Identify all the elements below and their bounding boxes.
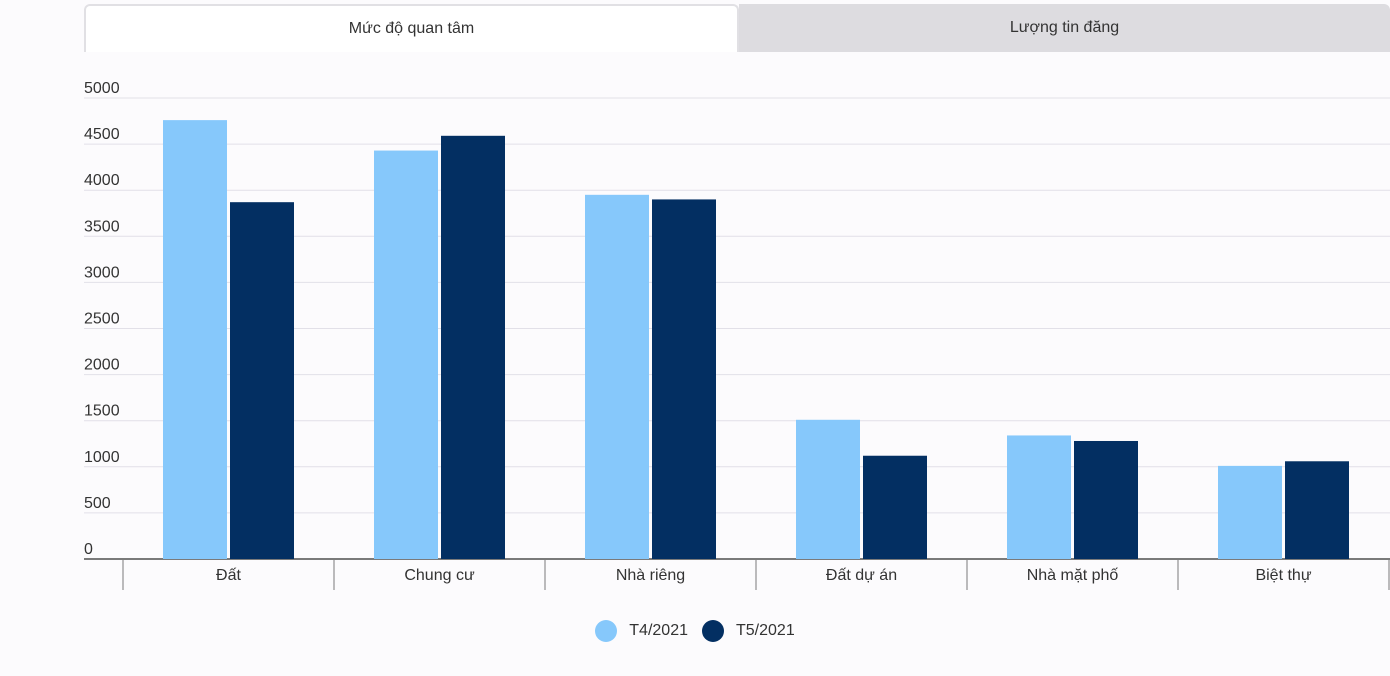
bar-t5 <box>441 135 505 559</box>
legend-label-t4: T4/2021 <box>629 622 688 639</box>
bar-t5 <box>230 202 294 559</box>
bar-t5 <box>1074 440 1138 559</box>
y-tick-label: 2500 <box>84 311 120 328</box>
chart-legend: T4/2021 T5/2021 <box>0 620 1390 642</box>
legend-swatch-t5 <box>702 620 724 642</box>
x-category-label: Nhà riêng <box>616 567 685 584</box>
bar-t5 <box>652 199 716 560</box>
x-category-label: Nhà mặt phố <box>1027 567 1119 584</box>
y-tick-label: 3500 <box>84 218 120 235</box>
y-tick-label: 3000 <box>84 264 120 281</box>
tab-bar: Mức độ quan tâm Lượng tin đăng <box>84 4 1390 52</box>
x-category-label: Chung cư <box>404 567 475 584</box>
y-tick-label: 1000 <box>84 449 120 466</box>
bar-t4 <box>585 194 649 559</box>
bar-t5 <box>1285 461 1349 559</box>
bar-t4 <box>1218 465 1282 559</box>
bar-chart: 0 500 1000 1500 2000 2500 3000 3500 4000 4500 5000… <box>84 80 1390 590</box>
bar-t4 <box>374 150 438 559</box>
bar-t4 <box>1007 435 1071 559</box>
legend-swatch-t4 <box>595 620 618 642</box>
legend-item-t5[interactable]: T5/2021 <box>702 620 795 642</box>
y-tick-label: 2000 <box>84 357 120 374</box>
y-tick-label: 500 <box>84 495 111 512</box>
legend-label-t5: T5/2021 <box>736 622 795 639</box>
legend-item-t4[interactable]: T4/2021 <box>595 620 688 642</box>
x-category-label: Biệt thự <box>1255 567 1311 584</box>
bar-t4 <box>796 419 860 559</box>
y-tick-label: 4000 <box>84 172 120 189</box>
bar-t4 <box>163 120 227 560</box>
y-tick-label: 0 <box>84 541 93 558</box>
bar-t5 <box>863 455 927 559</box>
y-tick-label: 4500 <box>84 126 120 143</box>
y-tick-label: 1500 <box>84 403 120 420</box>
y-tick-label: 5000 <box>84 80 120 97</box>
tab-luong-tin-dang[interactable]: Lượng tin đăng <box>739 4 1390 52</box>
tab-muc-do-quan-tam[interactable]: Mức độ quan tâm <box>84 4 739 52</box>
x-category-label: Đất dự án <box>826 567 897 584</box>
x-category-label: Đất <box>216 567 241 584</box>
